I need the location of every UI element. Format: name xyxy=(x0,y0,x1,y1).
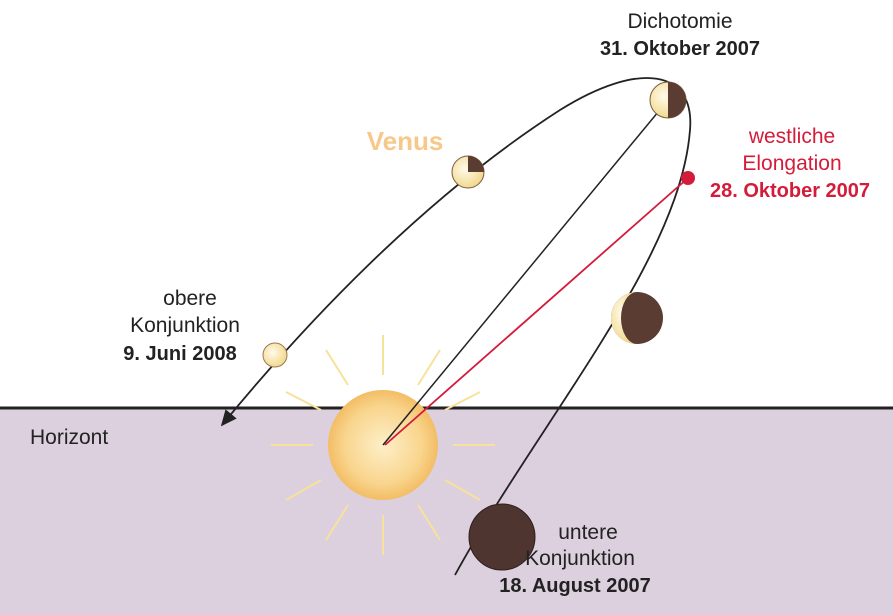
venus-phase-upper xyxy=(452,156,484,188)
venus-phase-crescent xyxy=(611,292,663,344)
upper-conj-line2: Konjunktion xyxy=(130,314,240,337)
planet-label: Venus xyxy=(367,126,444,156)
diagram: Dichotomie 31. Oktober 2007 Venus westli… xyxy=(0,0,893,615)
upper-conj-line1: obere xyxy=(163,287,217,310)
below-horizon xyxy=(0,408,893,615)
venus-phase-dichotomy xyxy=(650,82,686,118)
lower-conj-line1: untere xyxy=(558,521,618,544)
elongation-point xyxy=(681,171,695,185)
lower-conj-line2: Konjunktion xyxy=(525,547,635,570)
lower-conj-date: 18. August 2007 xyxy=(499,575,651,597)
elongation-line2: Elongation xyxy=(742,152,841,175)
venus-phase-full xyxy=(263,343,287,367)
dichotomy-title: Dichotomie xyxy=(627,10,732,33)
elongation-line1: westliche xyxy=(748,125,835,148)
upper-conj-date: 9. Juni 2008 xyxy=(123,343,236,365)
dichotomy-date: 31. Oktober 2007 xyxy=(600,38,760,60)
elongation-date: 28. Oktober 2007 xyxy=(710,180,870,202)
horizon-label: Horizont xyxy=(30,426,108,449)
